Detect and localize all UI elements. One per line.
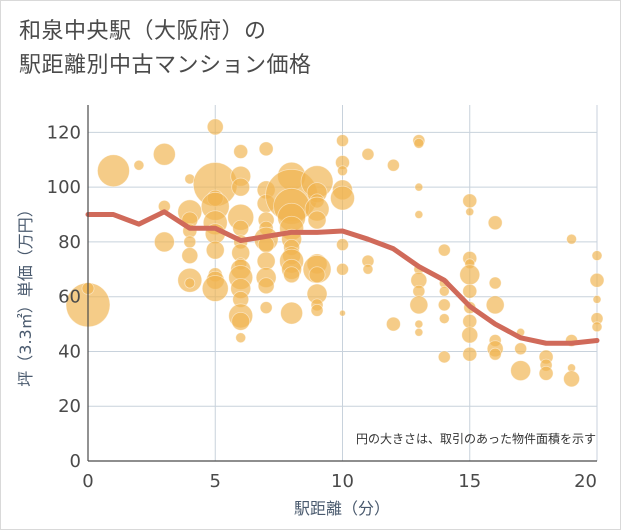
y-axis-label: 坪（3.3㎡）単価（万円）	[16, 201, 35, 386]
bubble-size-note: 円の大きさは、取引のあった物件面積を示す	[356, 431, 596, 446]
bubble-point	[414, 210, 424, 219]
axes: 0 20 40 60 80 100 120 0 5 10 15 20	[47, 105, 597, 492]
bubble-point	[462, 313, 478, 329]
bubble-point	[231, 311, 251, 331]
bubble-point	[465, 207, 475, 217]
bubble-point	[409, 295, 429, 315]
bubble-point	[336, 262, 349, 276]
bubble-series	[65, 118, 605, 388]
x-tick-label: 10	[331, 471, 354, 492]
bubble-point	[362, 263, 374, 275]
y-tick-label: 60	[58, 287, 81, 308]
bubble-point	[206, 118, 224, 136]
bubble-point	[414, 327, 424, 337]
bubble-point	[330, 185, 355, 211]
bubble-point	[336, 238, 349, 252]
bubble-point	[308, 266, 326, 284]
bubble-point	[462, 346, 478, 362]
x-tick-label: 5	[210, 471, 221, 492]
bubble-point	[462, 193, 478, 209]
bubble-point	[133, 159, 145, 171]
x-axis-label: 駅距離（分）	[294, 499, 390, 518]
bubble-point	[257, 277, 275, 295]
bubble-point	[97, 154, 130, 188]
bubble-point	[461, 326, 479, 344]
bubble-point	[510, 360, 532, 382]
x-tick-label: 0	[82, 471, 93, 492]
bubble-point	[437, 298, 451, 312]
bubble-point	[307, 210, 327, 230]
y-tick-label: 40	[58, 341, 81, 362]
bubble-point	[591, 250, 603, 262]
bubble-point	[413, 137, 425, 149]
bubble-point	[459, 264, 481, 286]
bubble-point	[414, 182, 424, 192]
bubble-point	[233, 144, 249, 159]
bubble-point	[538, 365, 554, 381]
bubble-point	[258, 141, 274, 157]
bubble-point	[438, 285, 450, 297]
bubble-point	[232, 219, 250, 237]
y-tick-label: 20	[58, 396, 81, 417]
trend-line	[85, 209, 600, 346]
y-tick-label: 80	[58, 232, 81, 253]
bubble-point	[259, 301, 273, 315]
bubble-point	[462, 283, 478, 299]
bubble-point	[181, 247, 199, 265]
bubble-point	[437, 243, 451, 257]
bubble-point	[310, 303, 324, 317]
chart-title: 和泉中央駅（大阪府）の 駅距離別中古マンション価格	[19, 15, 439, 83]
bubble-point	[361, 147, 375, 161]
bubble-point	[235, 332, 247, 344]
bubble-point	[336, 134, 349, 148]
bubble-point	[566, 233, 577, 245]
bubble-point	[386, 158, 400, 172]
bubble-point	[153, 231, 175, 253]
chart-title-line-2: 駅距離別中古マンション価格	[19, 53, 312, 78]
bubble-point	[385, 316, 401, 332]
bubble-point	[283, 266, 301, 284]
bubble-point	[488, 276, 502, 290]
trend-series	[85, 209, 600, 346]
x-tick-label: 20	[574, 471, 597, 492]
bubble-point	[437, 350, 451, 364]
bubble-point	[183, 235, 197, 249]
bubble-point	[337, 165, 348, 177]
bubble-point	[514, 342, 528, 356]
bubble-point	[201, 275, 229, 302]
bubble-point	[152, 142, 176, 166]
bubble-point	[592, 295, 602, 304]
bubble-point	[184, 277, 196, 289]
bubble-point	[487, 215, 503, 231]
bubble-point	[231, 177, 251, 197]
x-tick-label: 15	[458, 471, 481, 492]
bubble-point	[339, 309, 346, 317]
bubble-point	[591, 321, 603, 333]
bubble-point	[485, 295, 505, 315]
bubble-point	[280, 301, 304, 325]
bubble-point	[414, 319, 424, 329]
bubble-point	[205, 240, 225, 260]
bubble-point	[488, 347, 502, 361]
bubble-point	[412, 284, 426, 298]
y-tick-label: 120	[47, 122, 81, 143]
y-tick-label: 0	[70, 451, 81, 472]
chart-title-line-1: 和泉中央駅（大阪府）の	[19, 19, 267, 44]
y-tick-label: 100	[47, 177, 81, 198]
bubble-point	[563, 370, 580, 388]
bubble-point	[438, 313, 450, 325]
bubble-point	[589, 272, 605, 288]
